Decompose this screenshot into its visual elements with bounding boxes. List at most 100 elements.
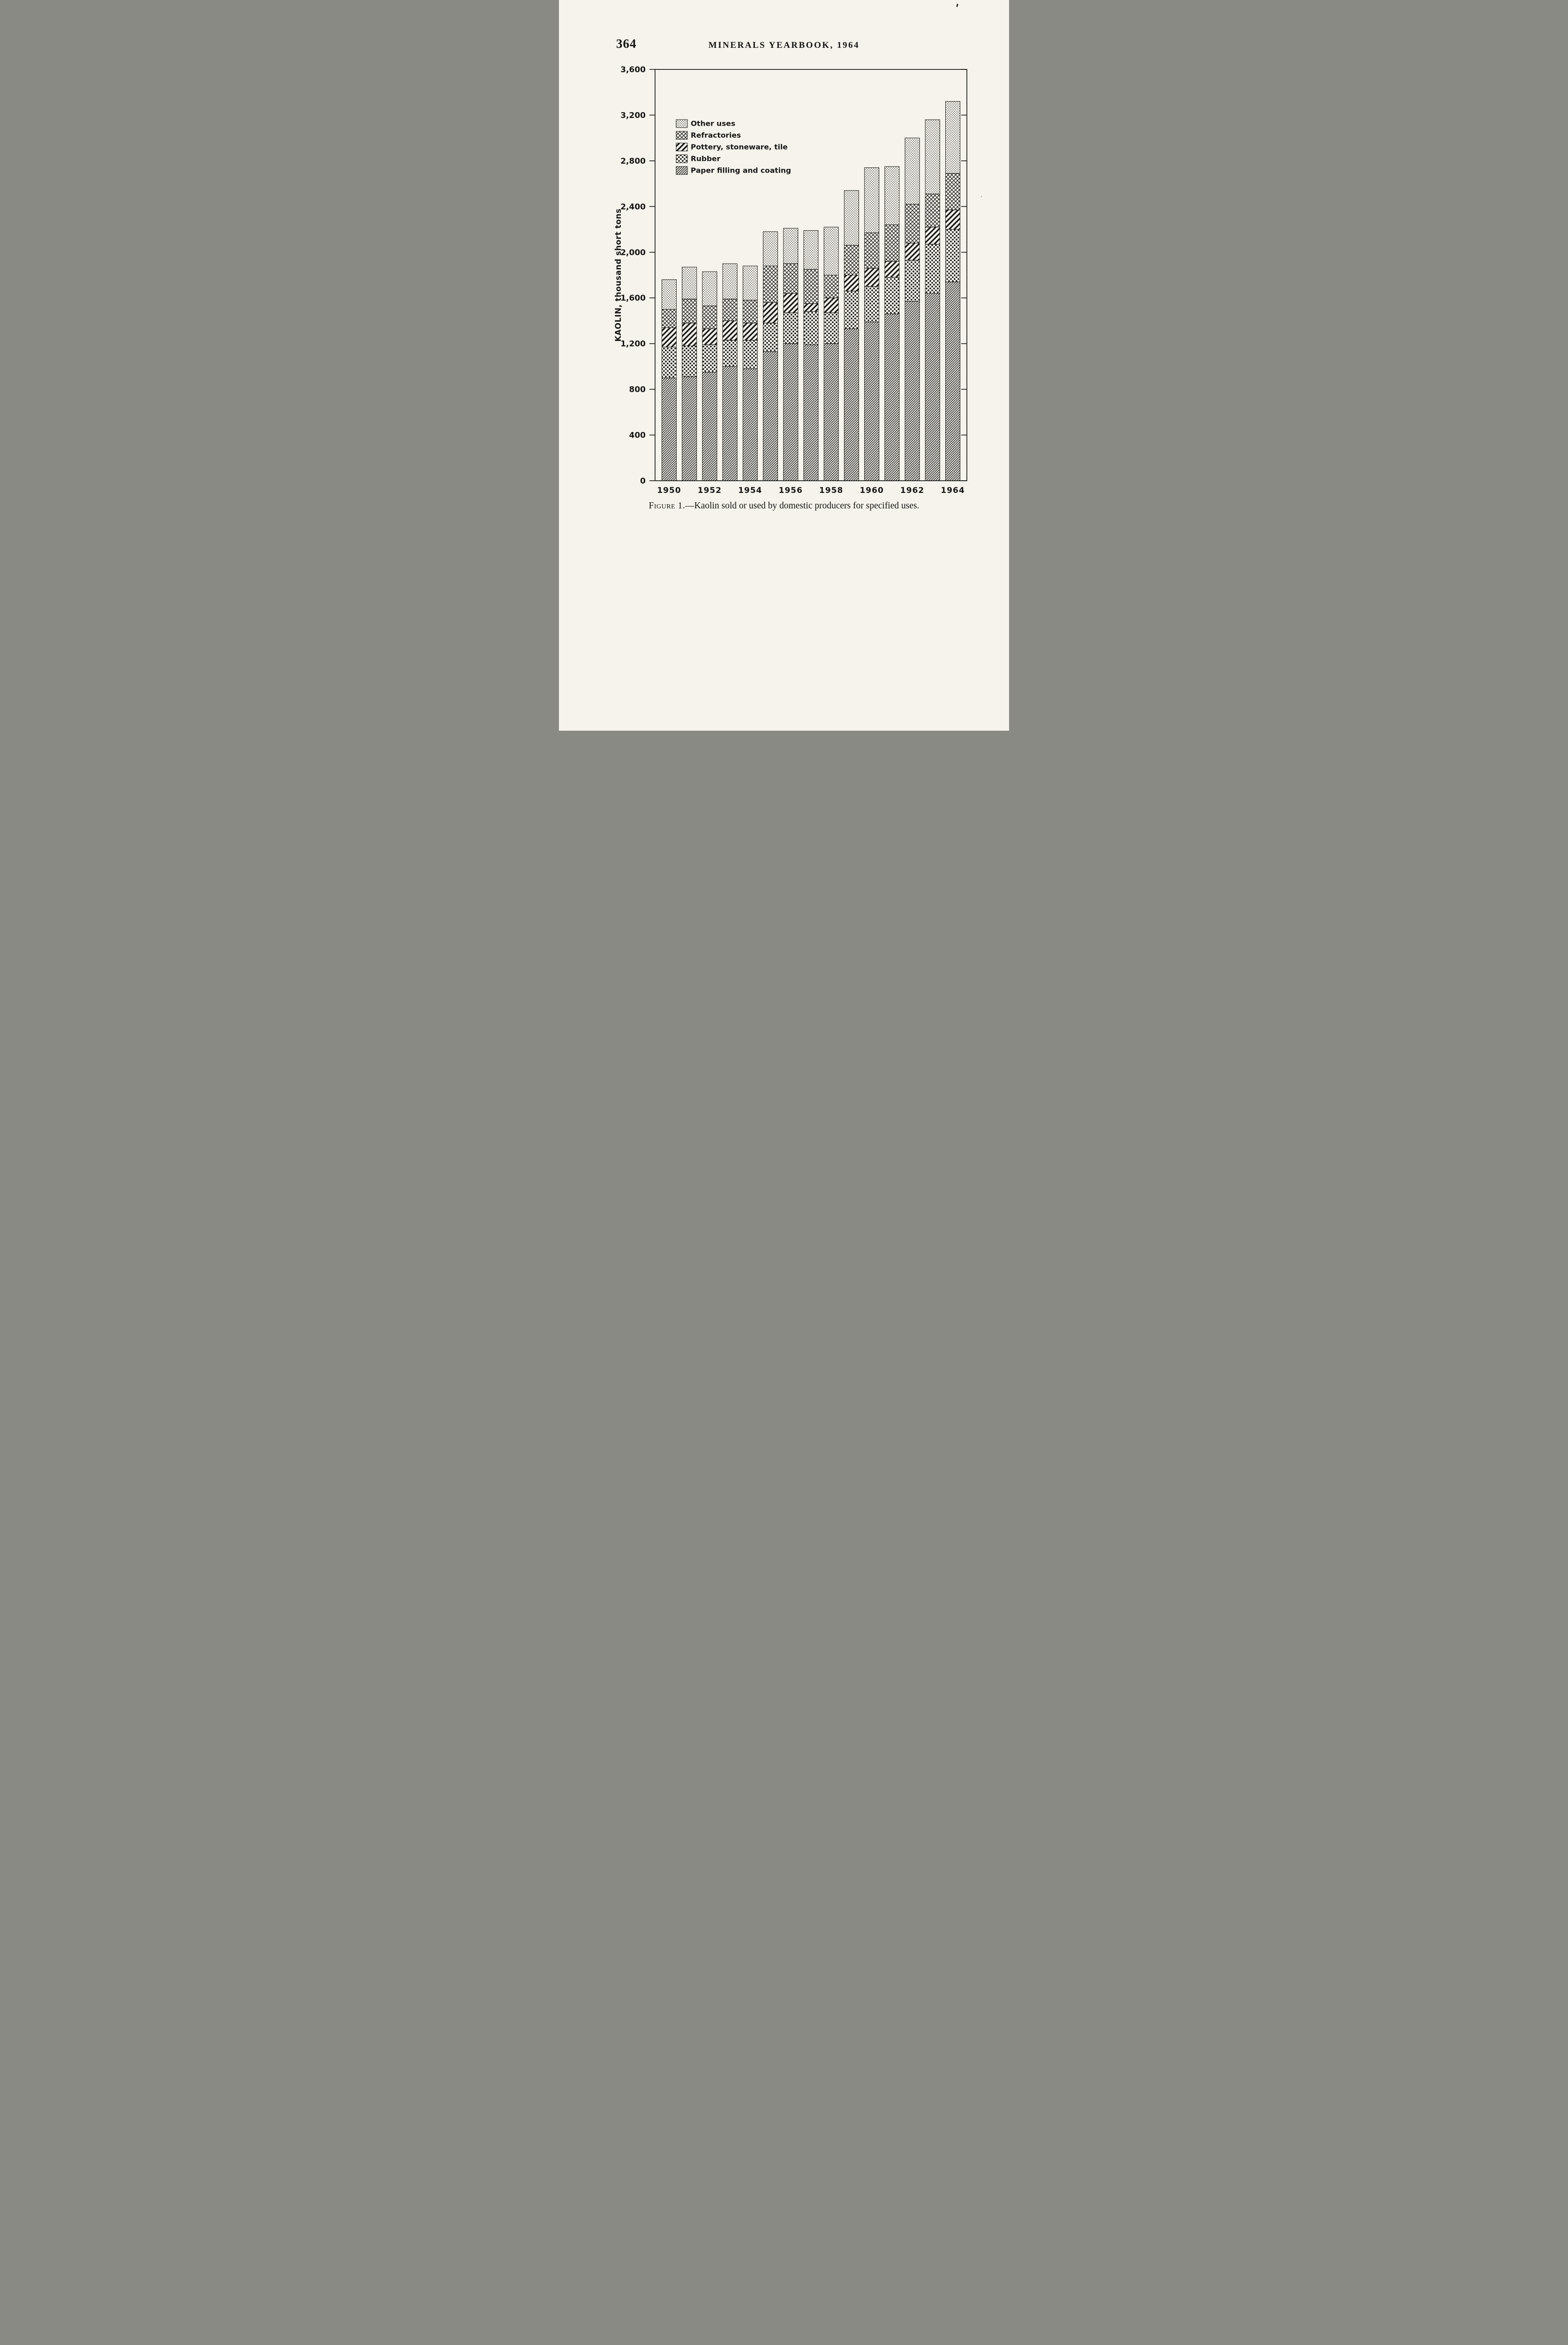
segment-stripes-1950 [662, 327, 677, 348]
figure-caption: Figure 1.—Kaolin sold or used by domesti… [559, 501, 1009, 511]
segment-stripes-1951 [682, 323, 697, 347]
x-tick-label: 1950 [657, 486, 681, 495]
segment-stipple-1953 [722, 263, 738, 300]
segment-crosshatch-1958 [823, 275, 839, 298]
segment-crosshatch-1955 [763, 265, 778, 303]
page-number: 364 [616, 37, 637, 51]
segment-stipple-1961 [884, 166, 900, 225]
segment-hatch-1959 [844, 328, 859, 481]
y-tick-label: 2,800 [620, 157, 646, 166]
segment-hatch-1951 [682, 376, 697, 481]
segment-stripes-1962 [905, 242, 920, 261]
segment-stripes-1960 [864, 268, 880, 287]
x-tick-label: 1952 [698, 486, 722, 495]
segment-crosshatch-1950 [662, 309, 677, 328]
running-head: MINERALS YEARBOOK, 1964 [708, 40, 860, 50]
segment-dots-1951 [682, 346, 697, 377]
segment-stipple-1956 [783, 228, 799, 264]
segment-stipple-1960 [864, 167, 880, 233]
scan-artifact [981, 196, 982, 197]
kaolin-stacked-bar-chart: 0 400 800 1,200 1,600 2,000 2,400 2,800 3,200 3,6… [614, 65, 967, 495]
segment-dots-1960 [864, 286, 880, 322]
bar-1950 [662, 279, 677, 481]
segment-hatch-1953 [722, 366, 738, 481]
bar-1962 [905, 137, 920, 481]
bar-1959 [844, 190, 859, 481]
segment-dots-1957 [803, 311, 819, 345]
x-tick-label: 1954 [738, 486, 762, 495]
segment-stripes-1959 [844, 275, 859, 292]
bar-1963 [925, 119, 940, 481]
bar-1961 [884, 166, 900, 481]
bar-1958 [823, 227, 839, 481]
segment-stipple-1952 [702, 271, 717, 306]
segment-stripes-1954 [742, 323, 758, 340]
segment-stripes-1964 [945, 210, 960, 230]
segment-stipple-1958 [823, 227, 839, 275]
bar-1957 [803, 230, 819, 481]
legend-label: Pottery, stoneware, tile [691, 143, 788, 151]
y-tick-label: 3,600 [620, 65, 646, 75]
segment-crosshatch-1957 [803, 269, 819, 304]
segment-hatch-1960 [864, 321, 880, 481]
segment-stripes-1957 [803, 303, 819, 312]
segment-stipple-1959 [844, 190, 859, 246]
bar-1956 [783, 228, 799, 481]
y-tick-label: 3,200 [620, 111, 646, 120]
segment-dots-1953 [722, 340, 738, 367]
segment-stipple-1951 [682, 266, 697, 300]
segment-stipple-1964 [945, 101, 960, 174]
legend: Other uses Refractories Pottery, stoneware… [676, 119, 791, 175]
segment-hatch-1961 [884, 313, 900, 481]
legend-label: Paper filling and coating [691, 166, 791, 175]
segment-hatch-1955 [763, 351, 778, 481]
segment-hatch-1956 [783, 343, 799, 481]
segment-stipple-1955 [763, 231, 778, 266]
segment-stripes-1952 [702, 328, 717, 345]
figure-caption-text: —Kaolin sold or used by domestic produce… [685, 501, 920, 511]
bar-1953 [722, 263, 738, 481]
segment-hatch-1962 [905, 301, 920, 481]
segment-crosshatch-1953 [722, 299, 738, 321]
x-tick-label: 1962 [900, 486, 924, 495]
segment-crosshatch-1964 [945, 173, 960, 211]
legend-swatch-stipple-icon [676, 119, 688, 128]
segment-stripes-1955 [763, 302, 778, 324]
segment-dots-1950 [662, 347, 677, 378]
bar-1964 [945, 101, 960, 481]
x-tick-label: 1964 [941, 486, 965, 495]
legend-label: Refractories [691, 131, 741, 140]
segment-hatch-1958 [823, 343, 839, 481]
segment-crosshatch-1961 [884, 224, 900, 262]
legend-swatch-hatch-icon [676, 166, 688, 175]
segment-stripes-1958 [823, 297, 839, 313]
segment-dots-1954 [742, 340, 758, 369]
legend-swatch-dots-icon [676, 154, 688, 163]
segment-stipple-1963 [925, 119, 940, 195]
segment-stipple-1957 [803, 230, 819, 270]
segment-stipple-1954 [742, 265, 758, 301]
segment-dots-1958 [823, 312, 839, 344]
segment-stipple-1962 [905, 137, 920, 204]
segment-stripes-1956 [783, 293, 799, 313]
y-tick-label: 400 [629, 431, 646, 440]
segment-crosshatch-1951 [682, 299, 697, 324]
segment-crosshatch-1960 [864, 232, 880, 269]
segment-stripes-1961 [884, 261, 900, 278]
kaolin-uses-figure: 0 400 800 1,200 1,600 2,000 2,400 2,800 3,200 3,6… [559, 0, 1009, 731]
x-tick-label: 1960 [859, 486, 883, 495]
segment-crosshatch-1962 [905, 204, 920, 243]
bar-1960 [864, 167, 880, 481]
segment-dots-1959 [844, 291, 859, 329]
segment-dots-1964 [945, 229, 960, 282]
segment-hatch-1952 [702, 372, 717, 481]
y-tick-label: 2,400 [620, 202, 646, 212]
segment-dots-1963 [925, 244, 940, 294]
segment-stipple-1950 [662, 279, 677, 310]
segment-crosshatch-1954 [742, 300, 758, 324]
y-tick-label: 0 [640, 477, 646, 486]
x-tick-label: 1956 [779, 486, 803, 495]
segment-hatch-1963 [925, 293, 940, 481]
segment-dots-1961 [884, 277, 900, 314]
y-axis-title: KAOLIN, thousand short tons [614, 209, 623, 342]
